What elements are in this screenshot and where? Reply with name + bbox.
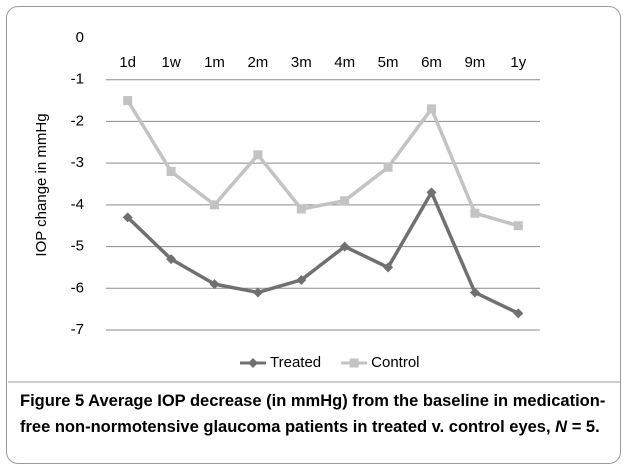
caption-label: Figure 5	[20, 392, 85, 410]
point	[252, 287, 263, 298]
y-tick-label: -1	[71, 71, 84, 88]
y-tick-label: -4	[71, 196, 84, 213]
caption-tail: = 5.	[571, 418, 600, 436]
point	[123, 96, 133, 106]
point	[209, 279, 220, 290]
y-tick-label: -6	[71, 279, 84, 296]
caption-n: N	[555, 418, 568, 436]
point	[513, 308, 524, 319]
y-tick-label: -7	[71, 321, 84, 338]
chart: IOP change in mmHg 0 -1 -2 -3 -4 -5 -6 -7 1d 1w 1m…	[8, 29, 621, 383]
x-tick-label: 5m	[378, 54, 399, 71]
point	[122, 212, 133, 223]
x-tick-label: 3m	[291, 54, 312, 71]
x-tick-label: 1m	[204, 54, 225, 71]
y-tick-label: 0	[76, 29, 84, 46]
series-line	[126, 99, 519, 228]
caption-text: Average IOP decrease (in mmHg) from the …	[20, 392, 606, 436]
x-tick-label: 2m	[247, 54, 268, 71]
legend-marker	[349, 358, 359, 368]
x-tick-label: 1y	[510, 54, 526, 71]
point	[253, 150, 263, 160]
x-tick-label: 4m	[334, 54, 355, 71]
point	[470, 208, 480, 218]
caption: Figure 5 Average IOP decrease (in mmHg) …	[20, 388, 610, 440]
point	[513, 221, 523, 231]
legend-label: Control	[371, 354, 419, 371]
y-tick-label: -2	[71, 112, 84, 129]
point	[383, 262, 394, 273]
series-line	[126, 188, 520, 315]
point	[210, 200, 219, 210]
point	[339, 241, 350, 252]
point	[426, 187, 437, 198]
point	[166, 254, 177, 265]
y-tick-label: -3	[71, 154, 84, 171]
point	[166, 166, 176, 176]
x-tick-label: 1w	[162, 54, 181, 71]
point	[296, 274, 307, 285]
figure-frame	[6, 6, 621, 464]
point	[340, 196, 350, 206]
x-tick-label: 9m	[464, 54, 485, 71]
point	[296, 204, 306, 214]
point	[427, 104, 436, 114]
y-tick-label: -5	[71, 238, 84, 255]
x-tick-label: 6m	[421, 54, 442, 71]
legend-label: Treated	[270, 354, 321, 371]
y-axis-label: IOP change in mmHg	[33, 113, 50, 256]
legend-marker	[248, 358, 258, 368]
point	[383, 162, 393, 172]
point	[469, 287, 480, 298]
x-tick-label: 1d	[119, 54, 136, 71]
